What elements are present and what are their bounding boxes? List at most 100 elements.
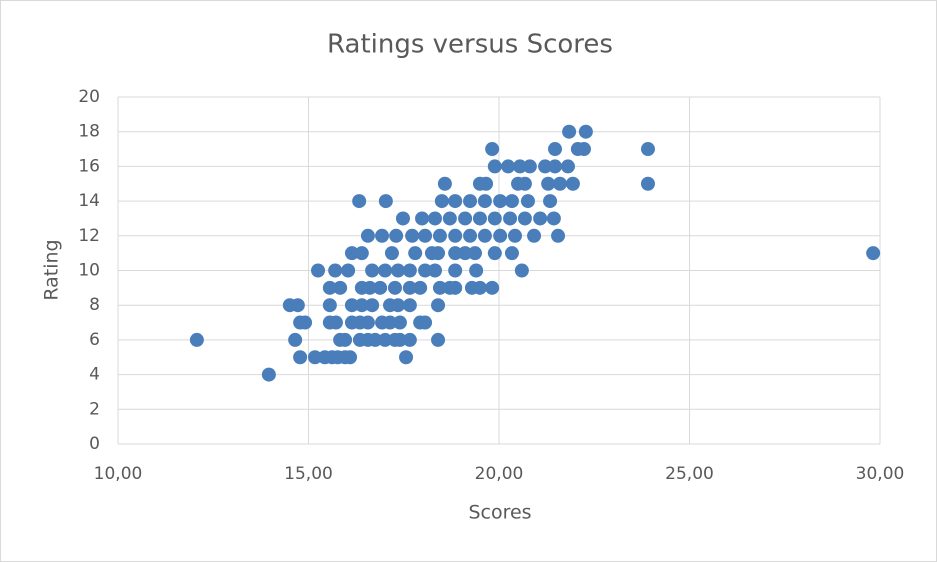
y-tick-label: 2 [89,399,100,419]
point [527,228,542,243]
point [493,228,508,243]
point [448,194,463,209]
point [512,159,527,174]
point [442,211,457,226]
point [432,228,447,243]
point [427,263,442,278]
point [543,194,558,209]
point [415,211,430,226]
x-tick-label: 25,00 [665,464,714,484]
point [333,280,348,295]
point [434,194,449,209]
point [402,332,417,347]
point [402,263,417,278]
point [448,228,463,243]
point [866,246,881,261]
point [384,246,399,261]
point [352,194,367,209]
point [546,211,561,226]
point [322,298,337,313]
y-tick-label: 16 [78,156,100,176]
point [418,263,433,278]
point [311,263,326,278]
point [565,176,580,191]
point [408,246,423,261]
point [290,298,305,313]
point [328,263,343,278]
point [448,246,463,261]
point [578,124,593,139]
point [344,298,359,313]
point [448,263,463,278]
point [538,159,553,174]
point [418,315,433,330]
point [520,194,535,209]
point [551,228,566,243]
point [387,280,402,295]
point [560,159,575,174]
point [298,315,313,330]
point [383,315,398,330]
x-tick-label: 20,00 [475,464,524,484]
point [504,246,519,261]
point [472,211,487,226]
point [487,159,502,174]
point [640,142,655,157]
point [389,228,404,243]
y-tick-label: 0 [89,434,100,454]
point [533,211,548,226]
y-tick-label: 6 [89,330,100,350]
point [392,332,407,347]
point [354,298,369,313]
point [458,211,473,226]
y-tick-label: 8 [89,295,100,315]
point [472,280,487,295]
point [522,159,537,174]
point [640,176,655,191]
y-axis-title: Rating [41,239,63,300]
point [448,280,463,295]
x-axis-title: Scores [468,502,531,524]
point [517,176,532,191]
x-tick-label: 30,00 [856,464,905,484]
point [378,332,393,347]
point [189,332,204,347]
point [463,194,478,209]
point [343,350,358,365]
point [360,228,375,243]
point [365,263,380,278]
point [431,246,446,261]
point [362,280,377,295]
point [548,142,563,157]
point [431,298,446,313]
point [501,159,516,174]
point [477,228,492,243]
point [487,246,502,261]
y-tick-label: 14 [78,191,100,211]
point [467,246,482,261]
point [485,142,500,157]
point [479,176,494,191]
y-tick-label: 4 [89,365,100,385]
point [431,332,446,347]
point [485,280,500,295]
point [514,263,529,278]
point [437,176,452,191]
point [517,211,532,226]
point [493,194,508,209]
point [373,280,388,295]
point [469,263,484,278]
x-tick-label: 15,00 [284,464,333,484]
point [477,194,492,209]
point [463,228,478,243]
point [354,246,369,261]
point [548,159,563,174]
point [375,228,390,243]
point [378,194,393,209]
point [541,176,556,191]
point [413,280,428,295]
point [392,315,407,330]
point [402,298,417,313]
